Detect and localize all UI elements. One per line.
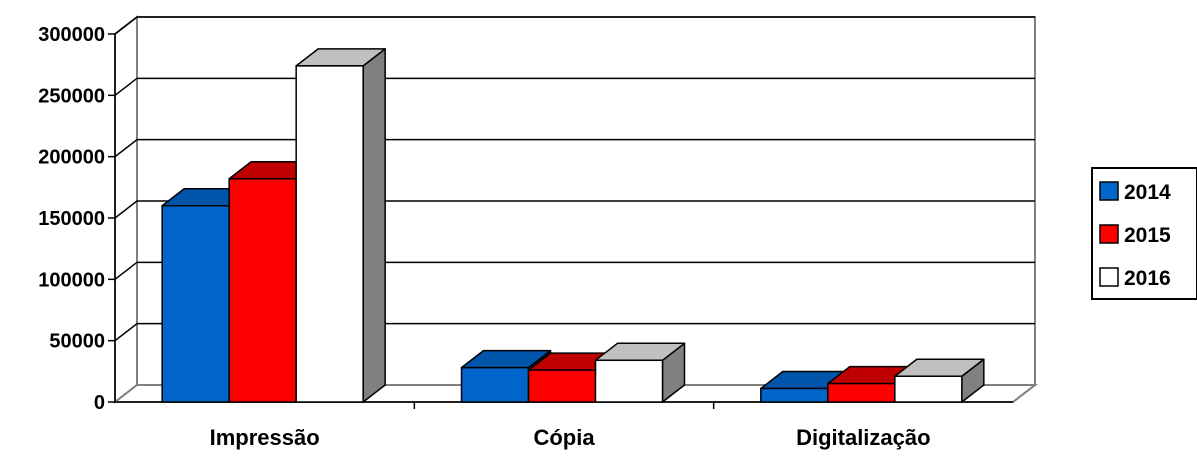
bar-2015-1 [527,369,597,403]
y-tick-label: 150000 [38,208,105,230]
gridline [114,261,1035,280]
bar-side-face [362,48,386,403]
bar-2014-0 [161,204,230,403]
y-tick-label: 50000 [49,331,105,353]
bar-2014-1 [460,366,530,403]
legend: 2014 2015 2016 [1091,167,1197,300]
gridline [114,200,1035,219]
bar-2016-2 [894,375,963,403]
y-tick-label: 100000 [38,269,105,291]
bar-2014-2 [760,387,829,403]
legend-swatch [1099,181,1119,201]
gridline [114,77,1035,96]
legend-label: 2016 [1124,267,1171,290]
bar-2015-0 [228,177,297,403]
y-tick-label: 300000 [38,24,105,46]
x-category-label: Digitalização [796,425,930,450]
gridlines [114,16,1035,342]
y-tick-label: 200000 [38,147,105,169]
bar-2016-0 [295,65,364,403]
gridline [114,138,1035,158]
gridline [114,16,1035,35]
x-axis-category-labels: Impressão Cópia Digitalização [210,425,931,450]
bar-2016-1 [594,359,664,403]
legend-label: 2015 [1124,224,1171,247]
legend-swatch [1099,224,1119,244]
legend-swatch [1099,267,1119,287]
bars [161,48,985,403]
legend-label: 2014 [1124,181,1171,204]
x-category-label: Impressão [210,425,320,450]
y-tick-label: 0 [94,392,105,414]
x-category-label: Cópia [533,425,595,450]
y-tick-label: 250000 [38,85,105,107]
bar-2015-2 [827,382,896,403]
gridline [114,322,1035,342]
y-axis-tick-labels: 0 50000 100000 150000 200000 250000 300000 [38,24,105,414]
